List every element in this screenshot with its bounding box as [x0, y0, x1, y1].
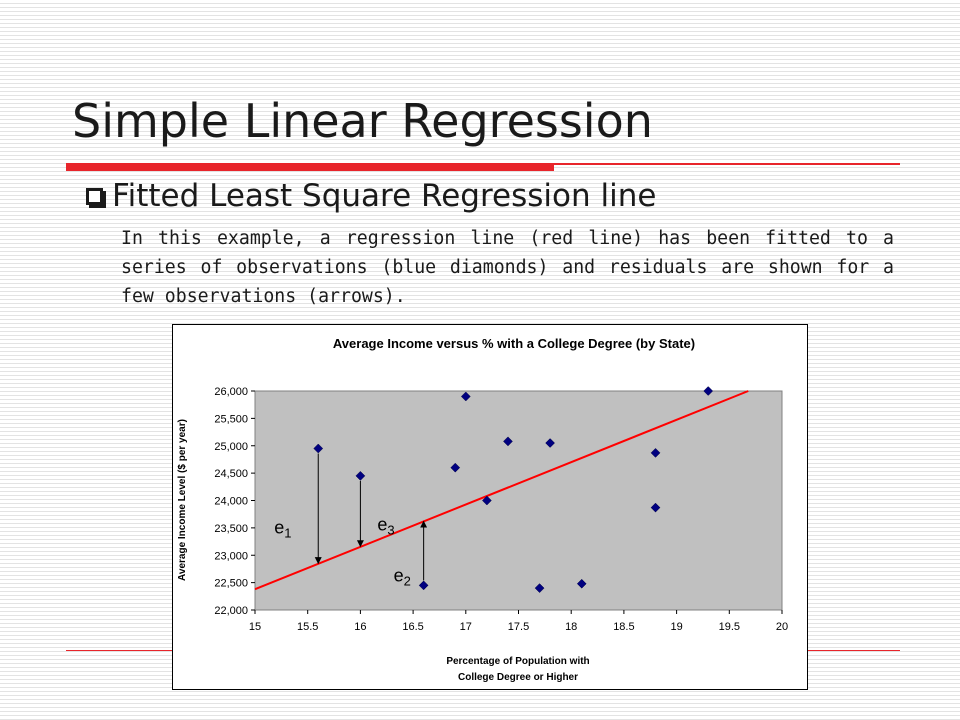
residual-label-e3: e3: [377, 514, 394, 537]
data-point: [576, 578, 587, 589]
x-tick-label: 17: [460, 621, 472, 633]
data-point: [503, 436, 513, 447]
data-point: [460, 391, 471, 402]
x-tick-label: 19: [670, 621, 682, 633]
bullet-item: Fitted Least Square Regression line: [86, 178, 656, 214]
regression-line: [254, 390, 749, 591]
plot-area: [254, 390, 783, 611]
data-point: [313, 443, 324, 454]
y-axis: 22,000 22,500 23,000 23,500 24,000 24,500 25,0…: [214, 386, 255, 617]
title-underline-thick: [66, 163, 554, 171]
data-point: [650, 502, 661, 513]
chart-container: Average Income versus % with a College D…: [172, 324, 808, 690]
x-axis-label-line-2: College Degree or Higher: [458, 672, 578, 683]
regression-chart: Average Income versus % with a College D…: [172, 324, 808, 690]
x-axis: 15 15.5 16 16.5 17 17.5 18 18.5 19 19.5 20: [249, 610, 788, 633]
bullet-text: Fitted Least Square Regression line: [112, 178, 657, 214]
data-point: [703, 386, 714, 396]
y-tick-label: 24,500: [214, 468, 248, 480]
x-axis-label-line-1: Percentage of Population with: [446, 656, 589, 667]
x-tick-label: 19.5: [719, 621, 740, 633]
data-point: [418, 580, 429, 591]
y-tick-label: 26,000: [214, 386, 248, 398]
y-tick-label: 25,000: [214, 441, 248, 453]
data-point: [534, 583, 545, 593]
y-tick-label: 23,500: [214, 523, 248, 535]
data-points: [313, 386, 714, 593]
y-tick-label: 23,000: [214, 550, 248, 562]
x-tick-label: 15: [249, 621, 261, 633]
x-tick-label: 16.5: [402, 621, 423, 633]
data-point: [650, 448, 661, 458]
y-tick-label: 24,000: [214, 496, 248, 508]
chart-title: Average Income versus % with a College D…: [333, 336, 695, 351]
x-tick-label: 20: [776, 621, 788, 633]
y-tick-label: 22,500: [214, 578, 248, 590]
data-point: [355, 471, 366, 481]
y-tick-label: 25,500: [214, 413, 248, 425]
data-point: [450, 462, 461, 473]
y-tick-label: 22,000: [214, 605, 248, 617]
square-bullet-icon: [86, 187, 103, 205]
residual-label-e2: e2: [394, 565, 411, 588]
title-underline-thin: [554, 163, 900, 165]
data-point: [482, 495, 492, 506]
data-point: [545, 438, 555, 448]
x-tick-label: 16: [354, 621, 366, 633]
body-paragraph: In this example, a regression line (red …: [121, 228, 894, 307]
residual-label-e1: e1: [274, 517, 291, 540]
x-tick-label: 18: [565, 621, 577, 633]
regression-line-group: [254, 390, 749, 591]
x-tick-label: 18.5: [613, 621, 634, 633]
y-axis-label: Average Income Level ($ per year): [177, 419, 188, 581]
slide-title: Simple Linear Regression: [72, 94, 653, 148]
x-tick-label: 17.5: [508, 621, 529, 633]
x-tick-label: 15.5: [297, 621, 318, 633]
residual-arrows: e1 e3 e2: [274, 453, 428, 588]
